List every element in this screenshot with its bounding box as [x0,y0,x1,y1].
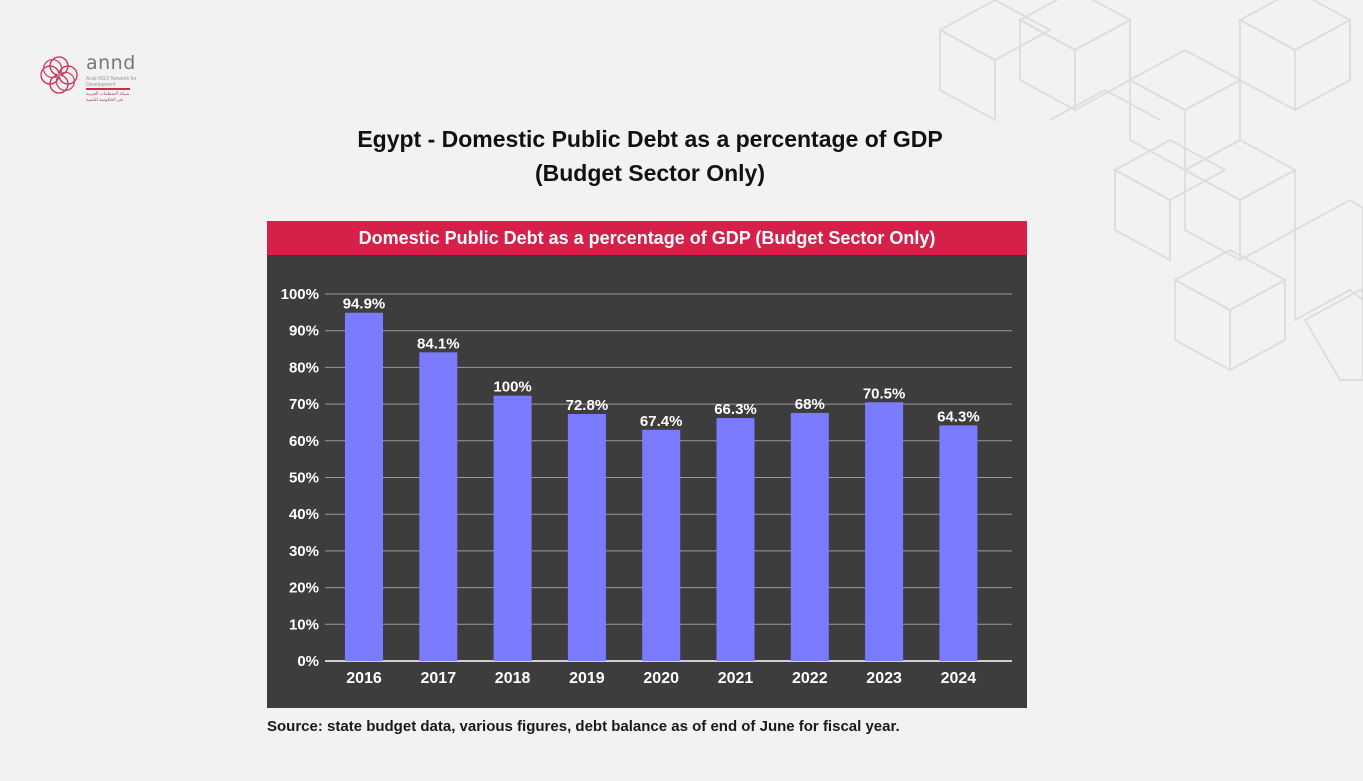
logo-tagline: Arab NGO Network for Development [86,76,137,88]
chart-container: Domestic Public Debt as a percentage of … [267,221,1027,708]
bar [865,402,904,661]
bar [493,395,532,661]
annd-logo: annd Arab NGO Network for Development شب… [38,52,138,102]
y-tick-label: 90% [289,323,319,340]
bar [716,418,755,661]
x-tick-label: 2019 [569,670,605,687]
data-label: 72.8% [566,397,609,414]
bar-chart: 0% 10% 20% 30% 40% 50% 60% 70% 80% 90% 100% 94.9% 20… [281,286,1012,687]
logo-divider [86,88,130,90]
y-tick-label: 30% [289,543,319,560]
x-tick-label: 2021 [718,670,754,687]
source-note: Source: state budget data, various figur… [267,718,900,735]
x-tick-label: 2018 [495,670,531,687]
page-subtitle: (Budget Sector Only) [534,160,765,186]
bar [642,429,681,661]
y-tick-label: 100% [281,286,319,303]
y-tick-label: 50% [289,470,319,487]
y-tick-label: 20% [289,580,319,597]
y-tick-label: 10% [289,616,319,633]
data-label: 100% [493,379,531,396]
data-label: 68% [795,396,825,413]
bar [419,352,458,661]
data-label: 84.1% [417,335,460,352]
data-label: 67.4% [640,413,683,430]
x-tick-label: 2022 [792,670,828,687]
bar [345,312,383,661]
logo-name: annd [86,52,136,74]
logo-arabic-tagline: شبكة المنظمات العربية غير الحكومية للتنم… [86,91,130,102]
y-tick-label: 60% [289,433,319,450]
chart-title: Domestic Public Debt as a percentage of … [267,221,1027,255]
y-tick-label: 70% [289,396,319,413]
data-label: 70.5% [863,385,906,402]
x-tick-label: 2017 [421,670,457,687]
data-label: 64.3% [937,408,980,425]
x-tick-label: 2024 [941,670,977,687]
page-title: Egypt - Domestic Public Debt as a percen… [357,126,943,152]
background-cube-pattern [937,0,1363,381]
rosette-logo-icon [40,56,78,94]
data-label: 66.3% [714,401,757,418]
bar [567,414,606,661]
y-tick-label: 40% [289,506,319,523]
data-label: 94.9% [343,296,386,313]
x-tick-label: 2023 [866,670,902,687]
y-tick-label: 80% [289,359,319,376]
bar [790,412,829,661]
x-tick-label: 2020 [643,670,679,687]
bar [939,425,978,661]
y-tick-label: 0% [297,653,319,670]
x-tick-label: 2016 [346,670,382,687]
